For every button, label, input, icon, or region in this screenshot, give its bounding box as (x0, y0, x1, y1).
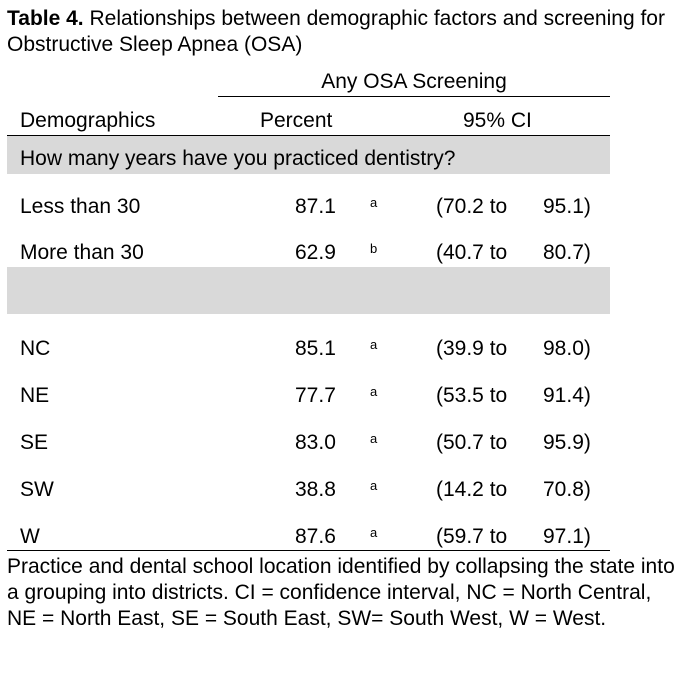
row-ci-high: 80.7) (543, 241, 591, 264)
row-significance: a (370, 431, 378, 446)
row-ci-high: 98.0) (543, 337, 591, 360)
row-percent: 77.7 (295, 384, 336, 407)
group-header-rule (218, 96, 610, 97)
row-ci-low: (53.5 to (436, 384, 508, 407)
row-ci-high: 70.8) (543, 478, 591, 501)
section-band-2 (7, 267, 610, 314)
header-rule (7, 135, 610, 136)
row-percent: 87.1 (295, 195, 336, 218)
row-ci-high: 95.1) (543, 195, 591, 218)
row-ci-low: (39.9 to (436, 337, 508, 360)
row-label: More than 30 (20, 241, 144, 264)
table-footnote: Practice and dental school location iden… (7, 555, 675, 630)
row-ci-low: (14.2 to (436, 478, 508, 501)
row-significance: a (370, 525, 378, 540)
row-ci-high: 91.4) (543, 384, 591, 407)
row-percent: 85.1 (295, 337, 336, 360)
column-header-demographics: Demographics (20, 109, 156, 132)
row-percent: 83.0 (295, 431, 336, 454)
section-question-1: How many years have you practiced dentis… (20, 147, 456, 170)
row-ci-low: (40.7 to (436, 241, 508, 264)
row-ci-high: 95.9) (543, 431, 591, 454)
table-caption: Table 4. Relationships between demograph… (7, 6, 677, 58)
row-significance: a (370, 384, 378, 399)
group-header: Any OSA Screening (321, 70, 507, 93)
row-label: NE (20, 384, 50, 407)
row-ci-low: (59.7 to (436, 525, 508, 548)
row-label: Less than 30 (20, 195, 141, 218)
row-significance: a (370, 337, 378, 352)
row-label: SW (20, 478, 54, 501)
column-header-ci: 95% CI (463, 109, 532, 132)
row-label: W (20, 525, 40, 548)
row-label: NC (20, 337, 51, 360)
row-ci-low: (50.7 to (436, 431, 508, 454)
row-significance: a (370, 195, 378, 210)
row-label: SE (20, 431, 49, 454)
table-number: Table 4. (7, 7, 84, 30)
caption-text: Relationships between demographic factor… (7, 7, 665, 56)
row-percent: 62.9 (295, 241, 336, 264)
table-bottom-rule (7, 550, 610, 551)
column-header-percent: Percent (260, 109, 333, 132)
row-significance: a (370, 478, 378, 493)
row-percent: 87.6 (295, 525, 336, 548)
section-band-1: How many years have you practiced dentis… (7, 136, 610, 174)
row-ci-high: 97.1) (543, 525, 591, 548)
row-ci-low: (70.2 to (436, 195, 508, 218)
row-percent: 38.8 (295, 478, 336, 501)
row-significance: b (370, 241, 378, 256)
